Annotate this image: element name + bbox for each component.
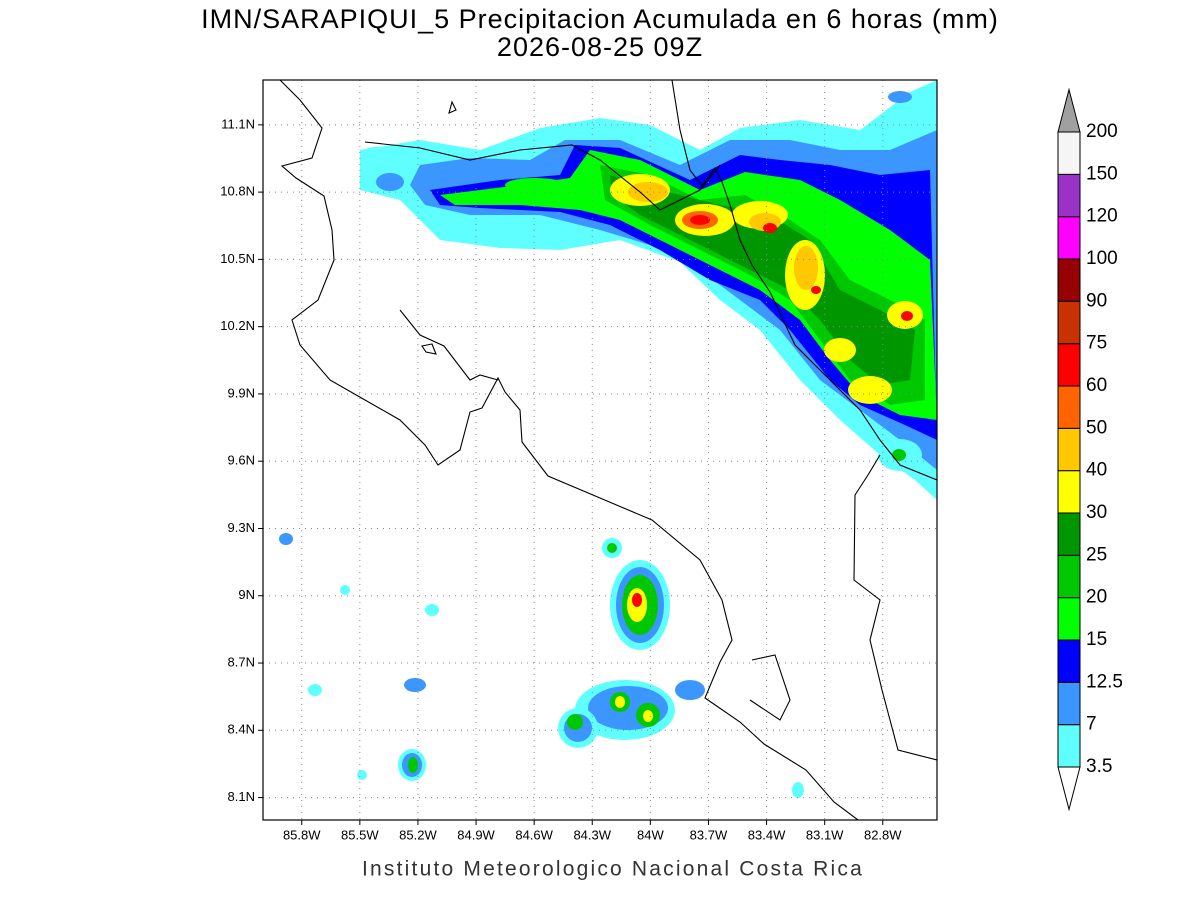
y-tick-label: 9.9N	[228, 385, 255, 400]
colorbar-label: 200	[1086, 121, 1118, 142]
map-frame	[262, 79, 938, 821]
colorbar-label: 7	[1086, 714, 1097, 735]
colorbar-under	[1057, 766, 1081, 812]
y-tick-label: 10.5N	[220, 251, 255, 266]
y-tick-label: 9N	[238, 587, 255, 602]
colorbar-box	[1057, 173, 1081, 218]
x-tick-label: 84.3W	[573, 827, 611, 842]
x-tick-label: 84.9W	[457, 827, 495, 842]
colorbar-over	[1057, 87, 1081, 133]
colorbar-box	[1057, 385, 1081, 429]
colorbar-box	[1057, 554, 1081, 599]
colorbar-label: 75	[1086, 333, 1107, 354]
colorbar-label: 30	[1086, 502, 1107, 523]
colorbar-label: 90	[1086, 290, 1107, 311]
y-tick-label: 8.4N	[228, 722, 255, 737]
x-tick-label: 82.8W	[864, 827, 902, 842]
precipitation-field	[279, 80, 937, 798]
colorbar-box	[1057, 512, 1081, 556]
colorbar-box	[1057, 131, 1081, 175]
y-tick-label: 10.2N	[220, 318, 255, 333]
y-tick-label: 11.1N	[221, 116, 255, 131]
x-tick-label: 85.5W	[341, 827, 379, 842]
y-tick-label: 9.6N	[228, 453, 255, 468]
colorbar-box	[1057, 639, 1081, 683]
colorbar-box	[1057, 343, 1081, 387]
map-subtitle: 2026-08-25 09Z	[497, 32, 703, 62]
map-axes: 85.8W 85.5W 85.2W 84.9W 84.6W 84.3W 84W 83.7W 83…	[220, 116, 902, 842]
colorbar-label: 40	[1086, 460, 1107, 481]
grid	[263, 80, 937, 820]
colorbar-box	[1057, 470, 1081, 514]
x-tick-label: 83.4W	[748, 827, 786, 842]
colorbar-label: 20	[1086, 587, 1107, 608]
colorbar-box	[1057, 597, 1081, 641]
colorbar-label: 60	[1086, 375, 1107, 396]
colorbar-label: 50	[1086, 417, 1107, 438]
colorbar: 3.5 7 12.5 15 20 25 30 40 50 60 75 90 100 120 150 200	[1057, 87, 1123, 812]
colorbar-label: 120	[1086, 206, 1118, 227]
y-tick-label: 8.7N	[228, 654, 255, 669]
x-tick-label: 85.8W	[283, 827, 321, 842]
footer-credit: Instituto Meteorologico Nacional Costa R…	[362, 858, 864, 881]
colorbar-label: 3.5	[1086, 756, 1112, 777]
y-tick-label: 9.3N	[228, 520, 255, 535]
colorbar-box	[1057, 258, 1081, 302]
x-tick-label: 85.2W	[399, 827, 437, 842]
x-tick-label: 83.1W	[806, 827, 844, 842]
colorbar-label: 25	[1086, 544, 1107, 565]
map-title: IMN/SARAPIQUI_5 Precipitacion Acumulada …	[201, 4, 999, 34]
x-tick-label: 83.7W	[690, 827, 728, 842]
colorbar-label: 15	[1086, 629, 1107, 650]
y-tick-label: 8.1N	[228, 789, 255, 804]
colorbar-box	[1057, 681, 1081, 726]
colorbar-box	[1057, 300, 1081, 345]
x-tick-label: 84.6W	[515, 827, 553, 842]
y-tick-label: 10.8N	[220, 184, 255, 199]
colorbar-box	[1057, 724, 1081, 768]
colorbar-label: 150	[1086, 163, 1118, 184]
colorbar-box	[1057, 427, 1081, 472]
colorbar-box	[1057, 216, 1081, 260]
colorbar-label: 100	[1086, 248, 1118, 269]
coastlines	[279, 80, 937, 820]
colorbar-label: 12.5	[1086, 671, 1123, 692]
x-tick-label: 84W	[637, 827, 664, 842]
